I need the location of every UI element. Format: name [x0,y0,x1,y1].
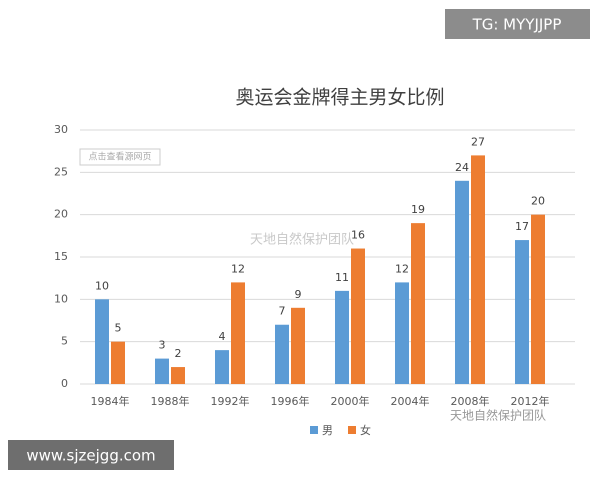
data-label: 2 [175,347,182,360]
data-label: 19 [411,203,425,216]
x-tick-label: 2000年 [331,394,370,408]
x-tick-label: 1984年 [91,394,130,408]
bar [231,282,245,384]
watermark: www.sjzejgg.com [26,447,155,465]
legend-label: 男 [322,424,333,437]
data-label: 16 [351,229,365,242]
bar [471,155,485,384]
source-button [79,148,161,166]
x-tick-label: 2004年 [391,394,430,408]
x-tick-label: 1996年 [271,394,310,408]
data-label: 9 [295,288,302,301]
y-tick-label: 15 [54,250,68,263]
bar [515,240,529,384]
watermark: TG: MYYJJPP [472,16,562,34]
x-tick-label: 2008年 [451,394,490,408]
y-tick-label: 30 [54,123,68,136]
data-label: 4 [219,330,226,343]
bar [351,248,365,384]
bar [95,299,109,384]
y-tick-label: 5 [61,335,68,348]
y-tick-label: 10 [54,292,68,305]
watermark-box [445,9,590,39]
bar [171,367,185,384]
bar [215,350,229,384]
data-label: 7 [279,305,286,318]
watermark: 点击查看源网页 [88,151,151,163]
bar [455,180,469,384]
data-label: 12 [231,262,245,275]
data-label: 10 [95,279,109,292]
data-label: 24 [455,161,469,174]
legend-label: 女 [360,423,371,437]
y-tick-label: 25 [54,165,68,178]
data-label: 12 [395,262,409,275]
data-label: 20 [531,195,545,208]
bar [111,341,125,384]
legend-swatch [310,426,318,434]
y-tick-label: 0 [61,377,68,390]
x-tick-label: 1992年 [211,394,250,408]
chart-title: 奥运会金牌得主男女比例 [235,87,444,109]
data-label: 11 [335,271,349,284]
bar [275,324,289,384]
bar [291,307,305,384]
data-label: 3 [159,339,166,352]
y-tick-label: 20 [54,208,68,221]
bar [155,358,169,384]
bar [335,290,349,384]
legend-swatch [348,426,356,434]
bar [531,214,545,384]
watermark: 天地自然保护团队 [450,408,546,423]
data-label: 5 [115,322,122,335]
x-tick-label: 1988年 [151,394,190,408]
watermark: 天地自然保护团队 [250,232,354,248]
data-label: 17 [515,220,529,233]
bar [395,282,409,384]
x-tick-label: 2012年 [511,394,550,408]
bar [411,223,425,384]
data-label: 27 [471,135,485,148]
watermark-box [8,440,174,470]
